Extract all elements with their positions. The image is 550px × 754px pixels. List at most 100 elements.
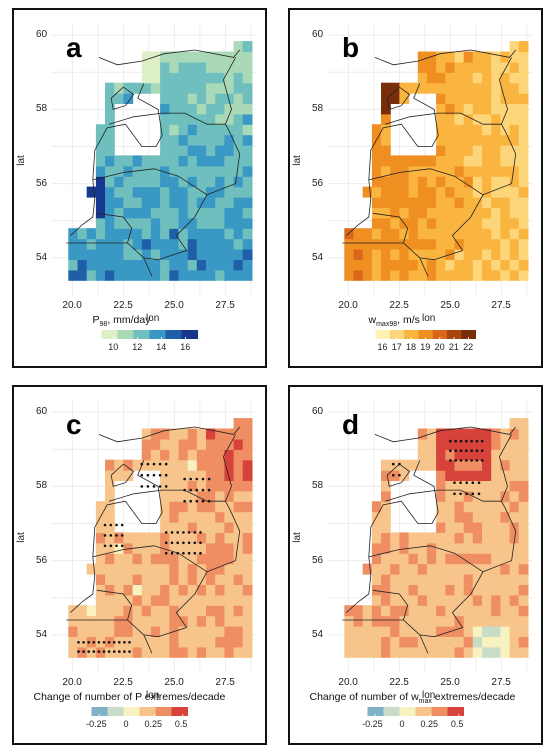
grid-cell <box>141 646 152 658</box>
grid-cell <box>509 584 520 596</box>
border-line <box>372 212 409 244</box>
grid-cell <box>445 542 456 554</box>
grid-cell <box>178 259 189 271</box>
grid-cell <box>500 259 511 271</box>
grid-cell <box>417 217 428 229</box>
grid-cell <box>114 217 124 229</box>
grid-cell <box>169 636 180 648</box>
grid-cell <box>224 176 235 188</box>
grid-cell <box>215 459 225 471</box>
grid-cell <box>472 584 483 596</box>
grid-cell <box>169 646 180 658</box>
legend-title: P98, mm/day <box>93 314 151 328</box>
grid-cell <box>482 51 492 63</box>
grid-cell <box>436 155 446 167</box>
significance-dot <box>201 499 205 503</box>
grid-cell <box>114 82 124 94</box>
grid-cell <box>141 238 152 250</box>
grid-cell <box>160 574 170 585</box>
grid-cell <box>436 259 446 271</box>
grid-cell <box>362 646 373 658</box>
grid-cell <box>472 511 483 523</box>
grid-cell <box>381 584 391 596</box>
grid-cell <box>242 522 253 533</box>
grid-cell <box>141 155 152 167</box>
grid-cell <box>169 480 180 492</box>
grid-cell <box>132 217 143 229</box>
grid-cell <box>150 459 161 471</box>
x-tick-label: 25.0 <box>164 677 184 688</box>
grid-cell <box>436 501 446 513</box>
grid-cell <box>371 532 382 544</box>
grid-cell <box>215 480 225 492</box>
grid-cell <box>178 615 189 627</box>
grid-cell <box>86 636 97 648</box>
grid-cell <box>114 470 124 481</box>
legend-title-rest: , m/s <box>397 314 420 326</box>
significance-dot <box>170 551 174 555</box>
significance-dot <box>82 641 85 644</box>
grid-cell <box>68 636 79 648</box>
grid-cell <box>206 82 216 94</box>
grid-cell <box>500 563 511 575</box>
grid-cell <box>518 238 529 250</box>
grid-cell <box>454 249 465 260</box>
significance-dot <box>195 488 199 492</box>
grid-cell <box>472 522 483 533</box>
legend-tick-label: 0 <box>123 719 129 729</box>
legend-swatch <box>107 707 124 716</box>
grid-cell <box>518 532 529 544</box>
grid-cell <box>206 269 216 281</box>
grid-cell <box>132 207 143 219</box>
grid-cell <box>123 93 134 104</box>
grid-cell <box>68 646 79 658</box>
significance-dot <box>182 531 185 534</box>
grid-cell <box>215 511 225 523</box>
grid-cell <box>518 449 529 461</box>
grid-cell <box>242 532 253 544</box>
grid-cell <box>224 605 235 617</box>
grid-cell <box>436 522 446 533</box>
grid-cell <box>436 134 446 146</box>
x-tick-label: 25.0 <box>440 300 460 311</box>
grid-cell <box>472 155 483 167</box>
grid-cell <box>187 228 198 240</box>
grid-cell <box>242 459 253 471</box>
grid-cell <box>390 470 400 481</box>
significance-dot <box>77 641 80 644</box>
grid-cell <box>472 438 483 450</box>
grid-cell <box>178 176 189 188</box>
legend-title: wmax98, m/s <box>369 314 420 328</box>
grid-cell <box>399 574 410 585</box>
grid-cell <box>371 207 382 219</box>
grid-cell <box>160 269 170 281</box>
grid-cell <box>169 574 180 585</box>
grid-cell <box>160 249 170 260</box>
grid-cell <box>445 217 456 229</box>
grid-cell <box>224 124 235 136</box>
grid-cell <box>399 584 410 596</box>
grid-cell <box>224 490 235 502</box>
grid-cell <box>196 459 207 471</box>
grid-cell <box>417 615 428 627</box>
grid-cell <box>114 553 124 565</box>
grid-cell <box>215 428 225 440</box>
y-tick-label: 56 <box>36 177 48 189</box>
grid-cell <box>472 269 483 281</box>
grid-cell <box>472 459 483 471</box>
grid-cell <box>169 542 180 554</box>
significance-dot <box>470 459 473 462</box>
significance-dot <box>152 485 156 488</box>
grid-cell <box>509 217 520 229</box>
significance-dot <box>146 485 150 488</box>
grid-cell <box>160 124 170 136</box>
significance-dot <box>475 449 479 452</box>
grid-cell <box>500 553 511 565</box>
grid-cell <box>242 228 253 240</box>
grid-cell <box>150 532 161 544</box>
grid-cell <box>169 207 180 219</box>
legend-tick-label: 0.5 <box>450 719 464 729</box>
grid-cell <box>178 532 189 544</box>
grid-cell <box>390 197 400 208</box>
grid-cell <box>491 428 501 440</box>
